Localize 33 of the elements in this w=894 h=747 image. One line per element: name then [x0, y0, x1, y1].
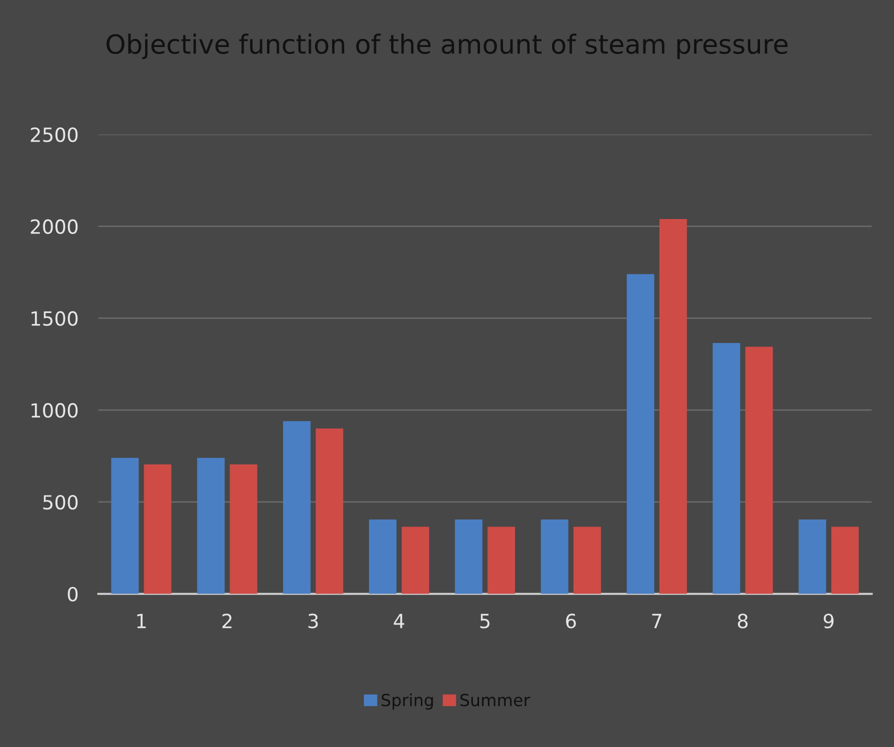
- bar: [831, 526, 859, 594]
- bar: [573, 526, 601, 594]
- bar: [369, 519, 396, 594]
- bar: [798, 519, 826, 594]
- bar: [659, 218, 687, 594]
- x-tick-label: 3: [308, 614, 318, 628]
- x-tick-label: 8: [738, 614, 748, 628]
- bar: [144, 464, 172, 594]
- bar: [712, 343, 740, 594]
- bar: [488, 526, 516, 594]
- x-tick-label: 7: [652, 614, 662, 628]
- y-tick-label: 0: [68, 586, 78, 602]
- x-tick-label: 9: [824, 614, 834, 628]
- bar: [402, 526, 430, 594]
- bar: [111, 458, 139, 594]
- y-tick-label: 2000: [30, 219, 78, 234]
- bar: [316, 428, 344, 594]
- bar: [540, 519, 568, 594]
- x-tick-label: 5: [480, 614, 490, 628]
- x-tick-label: 6: [566, 614, 576, 628]
- x-tick-label: 2: [222, 614, 232, 628]
- bar: [283, 421, 311, 594]
- bar: [626, 274, 654, 594]
- y-tick-label: 1000: [32, 403, 78, 418]
- y-tick-label: 2500: [30, 127, 78, 142]
- bar: [745, 346, 773, 594]
- y-tick-label: 500: [43, 494, 78, 510]
- bar: [230, 464, 258, 594]
- bar: [197, 458, 225, 594]
- x-tick-label: 1: [137, 614, 146, 628]
- bar: [454, 519, 482, 594]
- y-tick-label: 1500: [32, 311, 78, 326]
- x-tick-label: 4: [394, 614, 404, 628]
